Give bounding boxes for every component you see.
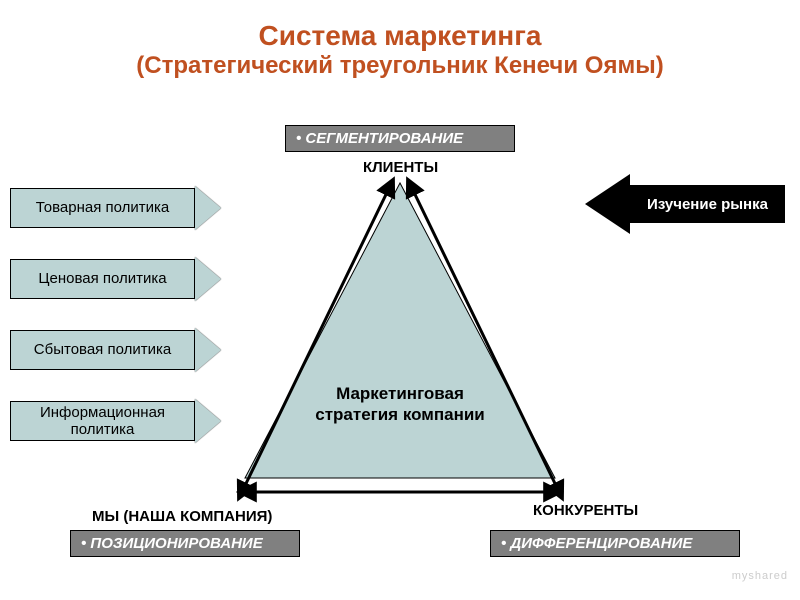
title-sub: (Стратегический треугольник Кенечи Оямы) bbox=[0, 52, 800, 80]
segmentation-label: СЕГМЕНТИРОВАНИЕ bbox=[305, 130, 463, 147]
differentiation-label: ДИФФЕРЕНЦИРОВАНИЕ bbox=[510, 535, 692, 552]
market-study-arrow bbox=[585, 174, 785, 234]
market-study-label: Изучение рынка bbox=[647, 196, 769, 213]
positioning-box: • ПОЗИЦИОНИРОВАНИЕ bbox=[70, 530, 300, 557]
center-line1: Маркетинговая bbox=[336, 384, 464, 403]
differentiation-box: • ДИФФЕРЕНЦИРОВАНИЕ bbox=[490, 530, 740, 557]
edge-arrow-left bbox=[239, 180, 393, 498]
strategy-triangle bbox=[245, 183, 555, 478]
title-main: Система маркетинга bbox=[0, 20, 800, 52]
policy-box: Сбытовая политика bbox=[10, 330, 195, 370]
vertex-clients: КЛИЕНТЫ bbox=[363, 159, 438, 176]
vertex-our-company: МЫ (НАША КОМПАНИЯ) bbox=[92, 508, 272, 525]
triangle-center-label: Маркетинговая стратегия компании bbox=[300, 383, 500, 426]
title-block: Система маркетинга (Стратегический треуг… bbox=[0, 0, 800, 80]
center-line2: стратегия компании bbox=[315, 405, 485, 424]
watermark: myshared bbox=[732, 570, 788, 582]
policy-box: Информационная политика bbox=[10, 401, 195, 441]
vertex-competitors: КОНКУРЕНТЫ bbox=[533, 502, 638, 519]
policy-box: Товарная политика bbox=[10, 188, 195, 228]
positioning-label: ПОЗИЦИОНИРОВАНИЕ bbox=[90, 535, 262, 552]
policy-arrow-icon bbox=[195, 328, 221, 372]
policy-arrow-icon bbox=[195, 399, 221, 443]
segmentation-box: • СЕГМЕНТИРОВАНИЕ bbox=[285, 125, 515, 152]
policy-arrow-icon bbox=[195, 186, 221, 230]
policy-arrow-icon bbox=[195, 257, 221, 301]
policy-box: Ценовая политика bbox=[10, 259, 195, 299]
edge-arrow-right bbox=[408, 180, 562, 498]
